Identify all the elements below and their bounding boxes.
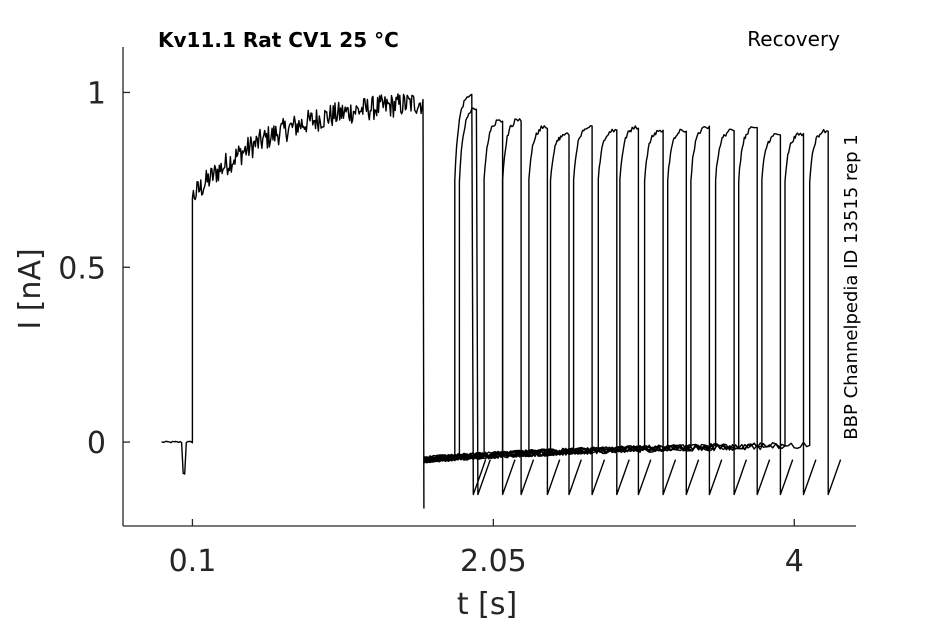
plot-traces — [161, 93, 842, 509]
recovery-sweep — [423, 125, 606, 496]
recovery-sweep — [423, 133, 794, 496]
recovery-sweep — [423, 125, 723, 496]
chart-title: Kv11.1 Rat CV1 25 °C — [158, 28, 399, 52]
recovery-sweep — [423, 128, 842, 496]
chart-subtitle: Recovery — [747, 27, 840, 51]
recovery-sweep — [423, 118, 535, 496]
recovery-sweep — [423, 119, 516, 496]
y-tick-label: 0 — [87, 426, 106, 461]
side-label: BBP Channelpedia ID 13515 rep 1 — [841, 134, 862, 439]
recovery-sweep — [423, 125, 561, 496]
recovery-sweep — [423, 128, 700, 496]
x-axis-ticks: 0.1 2.05 4 — [169, 519, 804, 579]
activation-trace — [161, 93, 425, 509]
y-tick-label: 0.5 — [58, 251, 106, 286]
x-tick-label: 2.05 — [460, 544, 527, 579]
x-tick-label: 0.1 — [169, 544, 217, 579]
y-axis-title: I [nA] — [13, 248, 48, 329]
recovery-sweep — [423, 126, 771, 496]
y-tick-label: 1 — [87, 76, 106, 111]
recovery-sweep — [423, 107, 491, 496]
x-tick-label: 4 — [785, 544, 804, 579]
x-axis-title: t [s] — [457, 587, 517, 622]
recovery-sweep — [423, 132, 817, 496]
y-axis-ticks: 00.51 — [58, 76, 130, 461]
